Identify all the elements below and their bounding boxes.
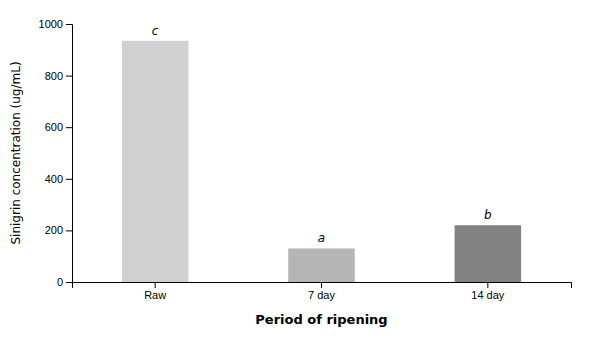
y-tick-label: 400 xyxy=(45,173,63,185)
x-tick-mark xyxy=(321,282,322,288)
y-axis-title: Sinigrin concentration (ug/mL) xyxy=(9,61,23,244)
y-tick-mark xyxy=(66,24,72,25)
y-tick: 0 xyxy=(57,276,72,288)
y-tick-label: 1000 xyxy=(39,18,63,30)
y-tick-mark xyxy=(66,179,72,180)
chart-container: c a b Raw 7 day 14 day 0 200 400 600 800 1000 Period… xyxy=(0,0,595,338)
x-tick: 14 day xyxy=(471,282,505,301)
annotation: c xyxy=(152,24,159,38)
y-tick-label: 0 xyxy=(57,276,63,288)
y-tick-label: 800 xyxy=(45,70,63,82)
x-tick-mark xyxy=(155,282,156,288)
bar xyxy=(288,248,355,282)
y-axis-line xyxy=(66,25,73,283)
chart-svg: c a b Raw 7 day 14 day 0 200 400 600 800 1000 Period… xyxy=(0,0,595,338)
y-tick-label: 200 xyxy=(45,224,63,236)
y-tick: 400 xyxy=(45,173,72,185)
annotation: a xyxy=(318,231,325,245)
y-tick-label: 600 xyxy=(45,121,63,133)
x-tick: 7 day xyxy=(308,282,335,301)
y-tick-mark xyxy=(66,76,72,77)
y-tick: 800 xyxy=(45,70,72,82)
annotation: b xyxy=(484,208,492,222)
y-tick-mark xyxy=(66,282,72,283)
plot-area: c a b Raw 7 day 14 day 0 200 400 600 800 1000 xyxy=(39,18,572,301)
x-tick: Raw xyxy=(144,282,166,301)
y-tick: 1000 xyxy=(39,18,72,30)
x-tick-label: Raw xyxy=(144,289,166,301)
y-axis: 0 200 400 600 800 1000 xyxy=(39,18,73,288)
y-tick: 600 xyxy=(45,121,72,133)
annotations: c a b xyxy=(152,24,492,246)
x-axis-line xyxy=(73,283,572,289)
y-tick-mark xyxy=(66,230,72,231)
y-tick: 200 xyxy=(45,224,72,236)
x-tick-mark xyxy=(487,282,488,288)
bar xyxy=(122,41,189,282)
x-tick-label: 14 day xyxy=(471,289,505,301)
y-tick-mark xyxy=(66,127,72,128)
x-axis-title: Period of ripening xyxy=(255,312,387,327)
x-axis: Raw 7 day 14 day xyxy=(73,282,572,301)
x-tick-label: 7 day xyxy=(308,289,335,301)
bars xyxy=(122,41,521,282)
bar xyxy=(455,225,522,282)
